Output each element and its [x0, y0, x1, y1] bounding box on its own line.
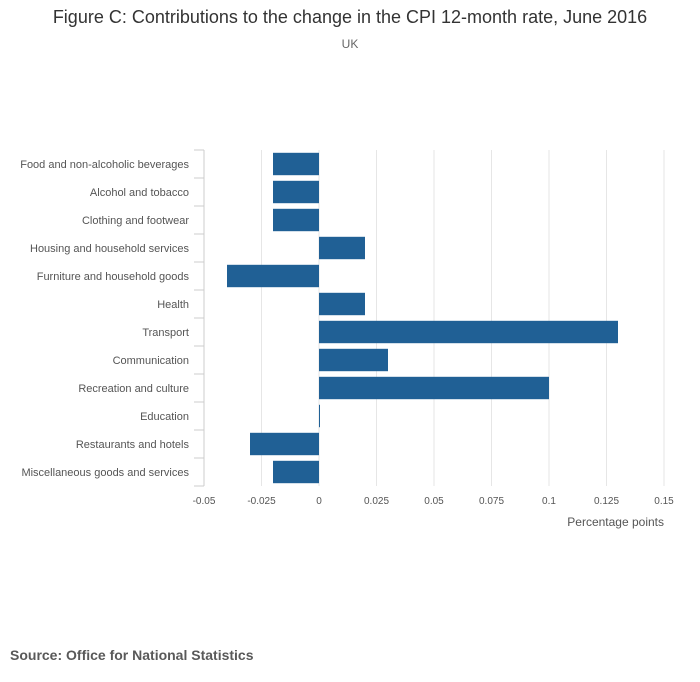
- category-label: Clothing and footwear: [82, 215, 189, 227]
- bar: [273, 180, 319, 204]
- bar: [273, 208, 319, 232]
- y-axis: [194, 149, 205, 487]
- x-axis-title: Percentage points: [567, 515, 664, 529]
- bar: [227, 264, 319, 288]
- bars: [227, 152, 618, 484]
- category-label: Recreation and culture: [78, 383, 189, 395]
- category-label: Restaurants and hotels: [76, 439, 190, 451]
- x-tick-label: 0: [316, 496, 322, 507]
- bar: [273, 460, 319, 484]
- x-tick-label: 0.025: [364, 496, 389, 507]
- bar: [319, 236, 365, 260]
- x-tick-label: 0.075: [479, 496, 504, 507]
- x-tick-label: 0.125: [594, 496, 619, 507]
- category-label: Education: [140, 411, 189, 423]
- bar: [319, 320, 618, 344]
- bar: [250, 432, 319, 456]
- x-tick-label: 0.05: [424, 496, 444, 507]
- bar: [319, 404, 320, 428]
- chart-title: Figure C: Contributions to the change in…: [52, 7, 648, 27]
- x-tick-labels: -0.05 -0.025 0 0.025 0.05 0.075 0.1 0.125 0.15: [193, 496, 675, 507]
- source-note: Source: Office for National Statistics: [10, 647, 254, 663]
- category-label: Alcohol and tobacco: [90, 187, 189, 199]
- category-label: Furniture and household goods: [37, 271, 190, 283]
- bar: [319, 292, 365, 316]
- x-tick-label: -0.025: [247, 496, 276, 507]
- x-tick-label: -0.05: [193, 496, 216, 507]
- category-labels: Food and non-alcoholic beverages Alcohol …: [20, 159, 189, 479]
- bar: [319, 348, 388, 372]
- x-tick-label: 0.15: [654, 496, 674, 507]
- category-label: Food and non-alcoholic beverages: [20, 159, 189, 171]
- x-tick-label: 0.1: [542, 496, 556, 507]
- category-label: Housing and household services: [30, 243, 189, 255]
- chart-subtitle: UK: [341, 37, 359, 51]
- category-label: Health: [157, 299, 189, 311]
- category-label: Miscellaneous goods and services: [21, 467, 189, 479]
- gridlines: [261, 150, 665, 486]
- bar: [273, 152, 319, 176]
- category-label: Transport: [142, 327, 189, 339]
- category-label: Communication: [113, 355, 189, 367]
- bar: [319, 376, 549, 400]
